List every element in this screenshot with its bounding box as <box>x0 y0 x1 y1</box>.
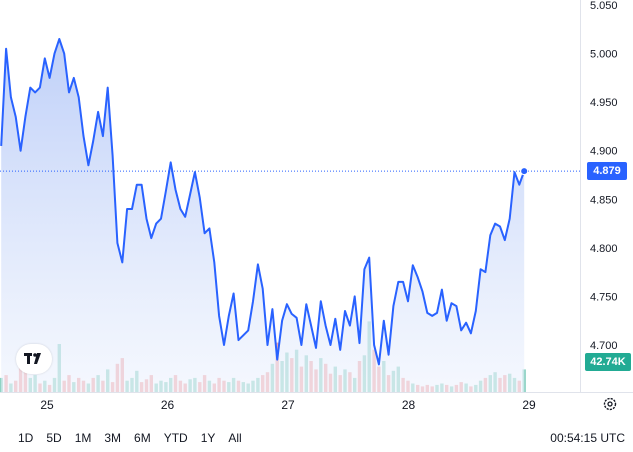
range-ytd-button[interactable]: YTD <box>163 431 188 445</box>
range-1y-button[interactable]: 1Y <box>200 431 216 445</box>
range-1m-button[interactable]: 1M <box>74 431 92 445</box>
price-area-fill <box>1 39 525 392</box>
last-price-dot <box>520 167 529 176</box>
x-tick-label: 25 <box>40 398 54 412</box>
utc-clock[interactable]: 00:54:15 UTC <box>550 431 625 445</box>
x-tick-label: 28 <box>402 398 416 412</box>
x-tick-label: 29 <box>522 398 536 412</box>
y-tick-label: 4.950 <box>590 97 618 109</box>
y-tick-label: 5.050 <box>590 0 618 12</box>
y-tick-label: 4.700 <box>590 340 618 352</box>
last-volume-label: 42.74K <box>585 353 631 371</box>
last-price-label: 4.879 <box>587 162 627 180</box>
y-tick-label: 5.000 <box>590 49 618 61</box>
y-tick-label: 4.800 <box>590 243 618 255</box>
x-tick-label: 27 <box>281 398 295 412</box>
y-axis-ticks: 5.050 5.000 4.950 4.900 4.850 4.800 4.750 4.700 <box>590 0 618 352</box>
range-5d-button[interactable]: 5D <box>46 431 62 445</box>
range-3m-button[interactable]: 3M <box>104 431 122 445</box>
range-6m-button[interactable]: 6M <box>134 431 151 445</box>
range-1d-button[interactable]: 1D <box>18 431 34 445</box>
y-tick-label: 4.850 <box>590 194 618 206</box>
x-tick-label: 26 <box>161 398 175 412</box>
tradingview-logo-icon[interactable] <box>16 344 52 374</box>
range-toolbar: 1D 5D 1M 3M 6M YTD 1Y All <box>0 426 633 450</box>
y-tick-label: 4.900 <box>590 146 618 158</box>
y-tick-label: 4.750 <box>590 291 618 303</box>
range-all-button[interactable]: All <box>228 431 242 445</box>
gear-icon[interactable] <box>603 397 617 411</box>
price-chart[interactable]: 5.050 5.000 4.950 4.900 4.850 4.800 4.750 4.700… <box>0 0 633 426</box>
x-axis-ticks: 25 26 27 28 29 <box>40 398 536 412</box>
price-line <box>0 38 526 366</box>
